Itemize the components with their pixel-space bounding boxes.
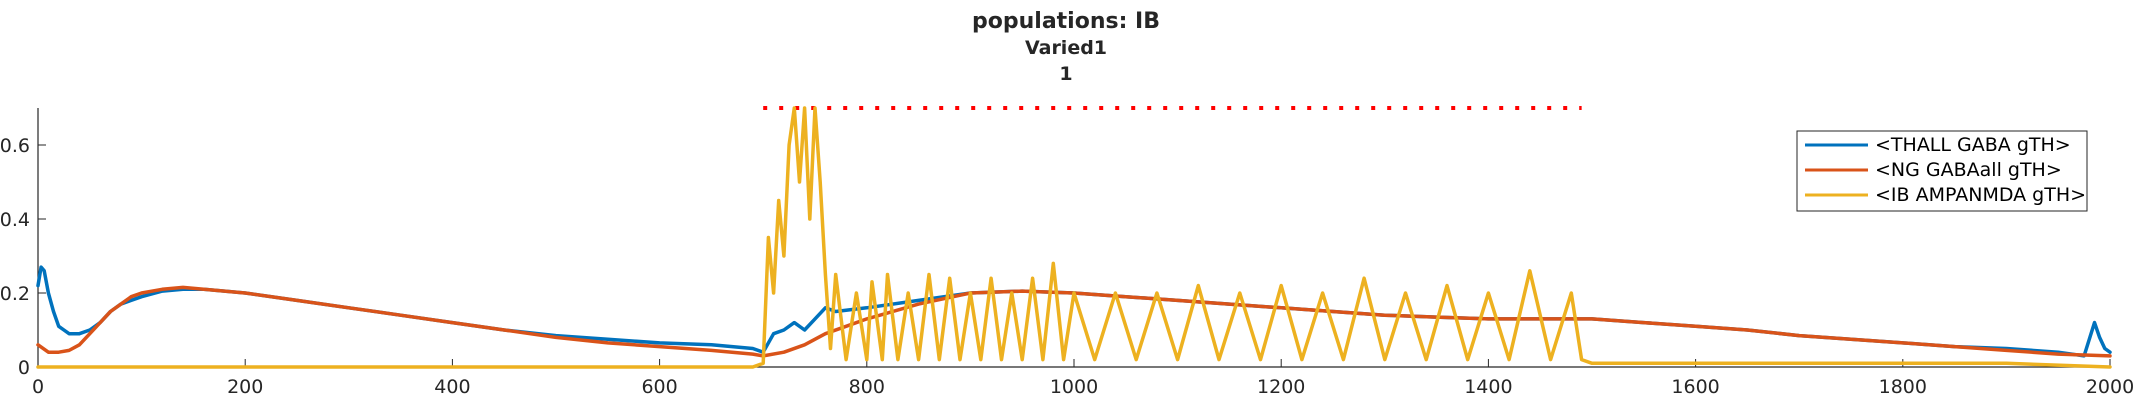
x-tick-label: 1200 <box>1257 376 1305 398</box>
legend-label-3: <IB AMPANMDA gTH> <box>1875 184 2086 206</box>
x-tick-label: 0 <box>32 376 44 398</box>
x-tick-label: 800 <box>849 376 885 398</box>
x-tick-label: 1800 <box>1879 376 1927 398</box>
x-tick-label: 200 <box>227 376 263 398</box>
x-tick-label: 2000 <box>2086 376 2133 398</box>
series-line-3 <box>36 106 2112 369</box>
x-tick-label: 1600 <box>1671 376 1719 398</box>
chart-title: populations: IB <box>972 9 1160 34</box>
series-line-1 <box>36 265 2112 358</box>
y-tick-label: 0.4 <box>0 209 30 231</box>
chart-subtitle-line-2: 1 <box>1059 63 1072 85</box>
legend-label-1: <THALL GABA gTH> <box>1875 134 2071 156</box>
y-tick-label: 0.6 <box>0 135 30 157</box>
ticks: 0 200 400 600 800 1000 1200 1400 1600 1800 2000 0 0.… <box>0 135 2133 398</box>
y-tick-label: 0 <box>18 357 30 379</box>
x-tick-label: 400 <box>434 376 470 398</box>
x-tick-label: 1400 <box>1464 376 1512 398</box>
legend-label-2: <NG GABAall gTH> <box>1875 159 2062 181</box>
plot-lines <box>36 106 2112 369</box>
chart-subtitle-line-1: Varied1 <box>1025 37 1107 59</box>
legend: <THALL GABA gTH> <NG GABAall gTH> <IB AM… <box>1796 130 2088 212</box>
x-tick-label: 600 <box>641 376 677 398</box>
y-tick-label: 0.2 <box>0 283 30 305</box>
series-line-2 <box>36 285 2112 358</box>
x-tick-label: 1000 <box>1050 376 1098 398</box>
